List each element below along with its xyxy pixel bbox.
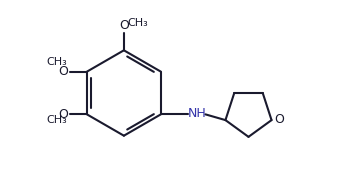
Text: O: O	[274, 113, 284, 126]
Text: CH₃: CH₃	[46, 57, 67, 67]
Text: NH: NH	[187, 107, 206, 120]
Text: O: O	[59, 65, 68, 78]
Text: O: O	[119, 19, 129, 32]
Text: O: O	[59, 108, 68, 121]
Text: CH₃: CH₃	[46, 116, 67, 126]
Text: CH₃: CH₃	[127, 18, 147, 28]
